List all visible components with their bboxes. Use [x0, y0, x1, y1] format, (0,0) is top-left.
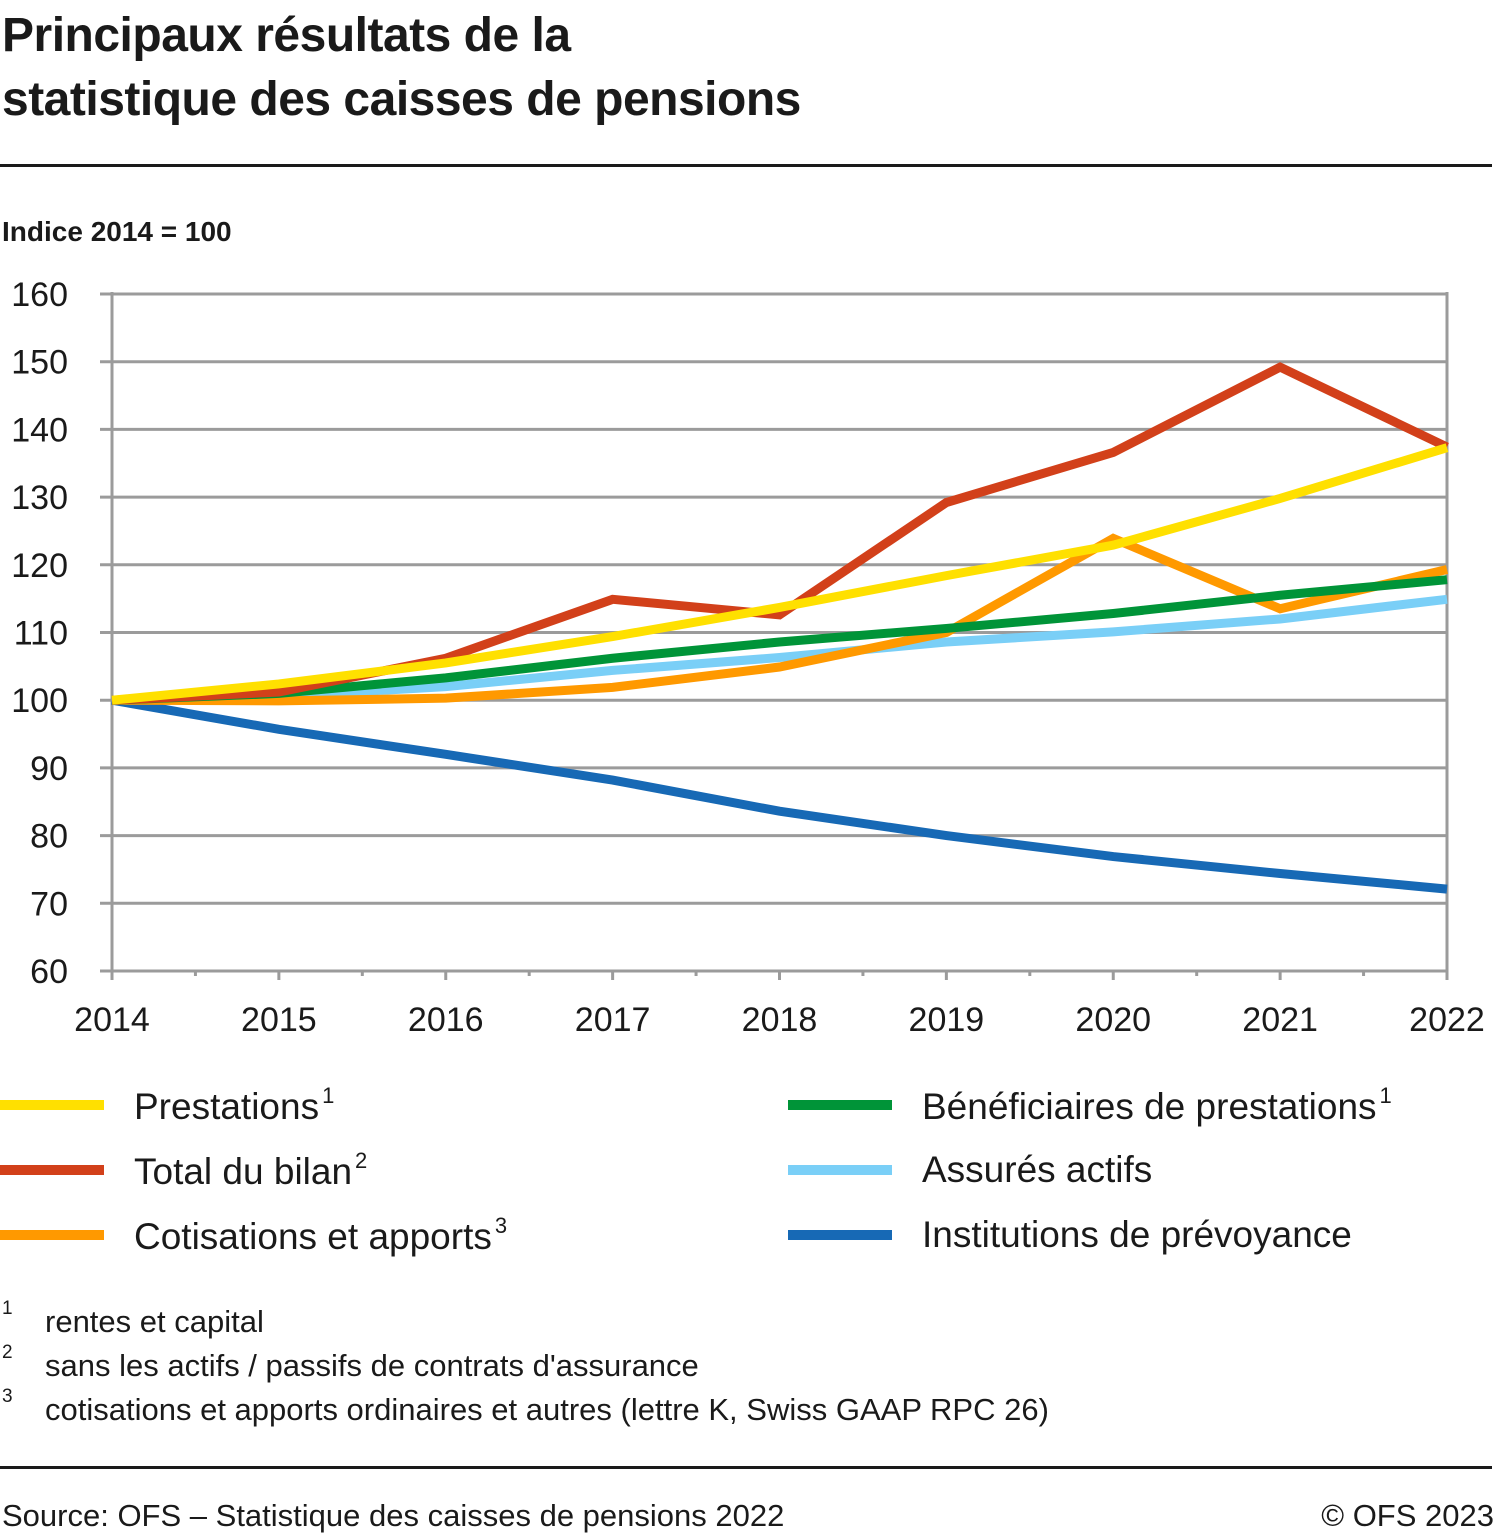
legend-swatch: [0, 1100, 104, 1110]
x-tick-label: 2015: [241, 1001, 317, 1039]
series-line-total-du-bilan: [111, 362, 1449, 705]
y-tick-label: 130: [11, 479, 68, 517]
y-tick-label: 150: [11, 344, 68, 382]
gridlines: [100, 292, 1447, 973]
x-tick-label: 2018: [742, 1001, 818, 1039]
x-tick-label: 2019: [909, 1001, 985, 1039]
legend-label: Cotisations et apports 3: [134, 1213, 507, 1258]
x-tick-labels: 2014 2015 2016 2017 2018 2019 2020 2021 2022: [74, 1001, 1485, 1039]
y-tick-label: 110: [14, 615, 68, 653]
bottom-divider: [0, 1466, 1492, 1469]
y-tick-label: 90: [30, 750, 68, 788]
legend-item: Total du bilan 2: [0, 1145, 367, 1195]
copyright-note: © OFS 2023: [1321, 1498, 1494, 1533]
x-tick-label: 2017: [575, 1001, 651, 1039]
series-lines: [111, 362, 1449, 894]
legend: Prestations 1 Total du bilan 2 Cotisations e…: [0, 1080, 1496, 1270]
x-tick-label: 2014: [74, 1001, 150, 1039]
legend-swatch: [788, 1165, 892, 1175]
series-line-beneficiaires-de-prestations: [111, 575, 1448, 705]
footnote-text: cotisations et apports ordinaires et aut…: [45, 1392, 1049, 1427]
y-tick-label: 100: [11, 682, 68, 720]
footnote-number: 3: [2, 1386, 13, 1407]
legend-item: Institutions de prévoyance: [788, 1210, 1352, 1260]
legend-swatch: [788, 1230, 892, 1240]
y-tick-label: 120: [11, 547, 68, 585]
legend-footnote-marker: 1: [1379, 1082, 1392, 1108]
x-tick-label: 2021: [1242, 1001, 1318, 1039]
footnote-number: 2: [2, 1342, 13, 1363]
footnote-number: 1: [2, 1298, 13, 1319]
legend-text: Institutions de prévoyance: [922, 1214, 1352, 1255]
top-divider: [0, 164, 1492, 167]
chart-title-line-2: statistique des caisses de pensions: [2, 73, 801, 126]
y-tick-label: 60: [30, 953, 68, 991]
footnote-text: sans les actifs / passifs de contrats d'…: [45, 1348, 699, 1383]
chart-title: Principaux résultats de la statistique d…: [2, 4, 801, 132]
x-tick-label: 2020: [1075, 1001, 1151, 1039]
legend-item: Cotisations et apports 3: [0, 1210, 507, 1260]
legend-swatch: [788, 1100, 892, 1110]
legend-footnote-marker: 3: [494, 1212, 508, 1238]
legend-text: Prestations: [134, 1085, 320, 1127]
y-tick-label: 140: [11, 411, 68, 449]
legend-label: Bénéficiaires de prestations 1: [922, 1083, 1392, 1128]
chart-title-line-1: Principaux résultats de la: [2, 9, 571, 62]
axes: [110, 292, 1449, 980]
y-tick-labels: 60 70 80 90 100 110 120 130 140 150 160: [11, 276, 68, 991]
y-axis-label: Indice 2014 = 100: [2, 216, 232, 247]
y-tick-label: 160: [11, 276, 68, 314]
series-line-institutions-de-prevoyance: [111, 695, 1448, 894]
x-tick-label: 2016: [408, 1001, 484, 1039]
footnote-text: rentes et capital: [45, 1304, 264, 1339]
series-line-cotisations-et-apports: [111, 533, 1449, 706]
legend-item: Bénéficiaires de prestations 1: [788, 1080, 1392, 1130]
legend-label: Prestations 1: [134, 1083, 334, 1128]
legend-swatch: [0, 1165, 104, 1175]
y-tick-label: 80: [30, 818, 68, 856]
legend-label: Institutions de prévoyance: [922, 1214, 1352, 1256]
x-tick-label: 2022: [1409, 1001, 1485, 1039]
legend-label: Assurés actifs: [922, 1149, 1152, 1191]
legend-swatch: [0, 1230, 104, 1240]
legend-footnote-marker: 1: [322, 1082, 335, 1108]
legend-item: Assurés actifs: [788, 1145, 1152, 1195]
series-line-assures-actifs: [111, 594, 1448, 705]
y-tick-label: 70: [30, 885, 68, 923]
legend-text: Bénéficiaires de prestations: [922, 1085, 1377, 1127]
legend-item: Prestations 1: [0, 1080, 334, 1130]
legend-text: Assurés actifs: [922, 1149, 1153, 1190]
legend-text: Total du bilan: [134, 1150, 353, 1192]
legend-footnote-marker: 2: [355, 1147, 368, 1173]
legend-label: Total du bilan 2: [134, 1148, 367, 1193]
series-line-prestations: [111, 443, 1449, 705]
legend-text: Cotisations et apports: [134, 1215, 492, 1257]
source-note: Source: OFS – Statistique des caisses de…: [2, 1498, 785, 1533]
